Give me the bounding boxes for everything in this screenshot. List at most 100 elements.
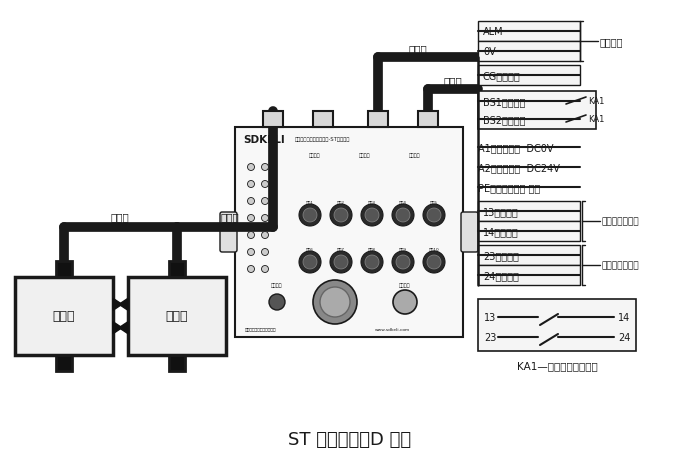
Text: 电源开关: 电源开关 xyxy=(399,283,411,288)
Bar xyxy=(235,128,463,337)
Text: PE（黄维色）： 接地: PE（黄维色）： 接地 xyxy=(478,183,540,193)
Polygon shape xyxy=(119,322,128,334)
Bar xyxy=(56,355,72,371)
Polygon shape xyxy=(113,322,122,334)
Text: 23: 23 xyxy=(484,332,496,342)
Text: KA1: KA1 xyxy=(588,115,604,124)
Circle shape xyxy=(303,208,317,223)
Circle shape xyxy=(248,266,255,273)
Circle shape xyxy=(330,252,352,274)
Circle shape xyxy=(361,205,383,226)
Text: 发射器: 发射器 xyxy=(52,310,76,323)
Circle shape xyxy=(262,215,269,222)
Circle shape xyxy=(262,249,269,256)
FancyBboxPatch shape xyxy=(220,213,237,252)
Text: BS2（棕色）: BS2（棕色） xyxy=(483,115,526,125)
Text: 接快下控制输出: 接快下控制输出 xyxy=(602,217,640,226)
Text: 通卓8: 通卓8 xyxy=(368,246,376,251)
Text: SDKELI: SDKELI xyxy=(243,134,285,145)
Bar xyxy=(418,112,438,128)
Text: BS1（蓝色）: BS1（蓝色） xyxy=(483,97,526,107)
Text: 14（蓝色）: 14（蓝色） xyxy=(483,226,519,236)
Circle shape xyxy=(427,208,441,223)
Text: 接快下控制输出: 接快下控制输出 xyxy=(602,261,640,270)
Text: 通卓9: 通卓9 xyxy=(399,246,407,251)
Circle shape xyxy=(313,280,357,325)
Circle shape xyxy=(248,181,255,188)
Bar xyxy=(15,277,113,355)
Text: 通卓4: 通卓4 xyxy=(399,200,407,203)
Circle shape xyxy=(248,198,255,205)
Text: 通卓10: 通卓10 xyxy=(428,246,440,251)
Text: 13（蓝色）: 13（蓝色） xyxy=(483,207,519,217)
Text: KA1—折弯机慢下继电器: KA1—折弯机慢下继电器 xyxy=(517,360,597,370)
Text: 通卓6: 通卓6 xyxy=(306,246,314,251)
Bar xyxy=(368,112,388,128)
Circle shape xyxy=(303,256,317,269)
Text: 电源线: 电源线 xyxy=(444,76,463,86)
Bar xyxy=(169,355,185,371)
Text: 通卓3: 通卓3 xyxy=(368,200,376,203)
Text: CG（红色）: CG（红色） xyxy=(483,71,521,81)
Circle shape xyxy=(396,256,410,269)
Circle shape xyxy=(365,208,379,223)
Text: 输出状态: 输出状态 xyxy=(410,153,421,158)
Text: 14: 14 xyxy=(618,312,630,322)
Text: 折弯机光幕安全保护装置-ST型控制器: 折弯机光幕安全保护装置-ST型控制器 xyxy=(295,137,351,142)
Text: 山东新力光电技术有限公司: 山东新力光电技术有限公司 xyxy=(245,327,276,331)
Text: KA1: KA1 xyxy=(588,97,604,106)
Circle shape xyxy=(248,215,255,222)
Circle shape xyxy=(423,252,445,274)
Bar xyxy=(478,22,580,42)
Text: 传输线: 传输线 xyxy=(220,212,239,222)
Text: 24: 24 xyxy=(618,332,631,342)
Circle shape xyxy=(262,164,269,171)
Text: 传输线: 传输线 xyxy=(111,212,130,222)
Text: 接报警器: 接报警器 xyxy=(600,37,624,47)
Bar xyxy=(478,299,636,351)
Bar xyxy=(313,112,333,128)
Polygon shape xyxy=(113,299,122,311)
Bar xyxy=(169,262,185,277)
Text: 13: 13 xyxy=(484,312,496,322)
Bar xyxy=(478,246,580,265)
Text: 通卓1: 通卓1 xyxy=(306,200,314,203)
Text: A2（红色）：  DC24V: A2（红色）： DC24V xyxy=(478,162,560,173)
Text: 通卓7: 通卓7 xyxy=(337,246,345,251)
Text: 接收器: 接收器 xyxy=(166,310,188,323)
Circle shape xyxy=(248,232,255,239)
Text: ST 型控制器（D 型）: ST 型控制器（D 型） xyxy=(288,430,412,448)
Circle shape xyxy=(396,208,410,223)
Circle shape xyxy=(248,249,255,256)
Circle shape xyxy=(392,252,414,274)
Polygon shape xyxy=(119,299,128,311)
Circle shape xyxy=(299,252,321,274)
Text: 信号线: 信号线 xyxy=(409,44,428,54)
Bar xyxy=(128,277,226,355)
Circle shape xyxy=(365,256,379,269)
Text: A1（白色）：  DC0V: A1（白色）： DC0V xyxy=(478,143,554,153)
Bar xyxy=(478,222,580,241)
Text: 遮挡频率: 遮挡频率 xyxy=(329,283,341,288)
Text: 亮度调节: 亮度调节 xyxy=(271,283,283,288)
Circle shape xyxy=(320,287,350,317)
Circle shape xyxy=(262,181,269,188)
Text: www.sdkeli.com: www.sdkeli.com xyxy=(375,327,410,331)
Text: ALM: ALM xyxy=(483,27,503,37)
Circle shape xyxy=(423,205,445,226)
Circle shape xyxy=(330,205,352,226)
Text: 光幕状态: 光幕状态 xyxy=(309,153,321,158)
Circle shape xyxy=(269,294,285,310)
Circle shape xyxy=(334,208,348,223)
Bar xyxy=(478,265,580,285)
Circle shape xyxy=(262,266,269,273)
Bar xyxy=(478,202,580,222)
Text: 24（棕色）: 24（棕色） xyxy=(483,270,519,280)
Bar xyxy=(263,112,283,128)
Bar xyxy=(56,262,72,277)
Circle shape xyxy=(248,164,255,171)
Text: 0V: 0V xyxy=(483,47,496,57)
Circle shape xyxy=(393,291,417,314)
Circle shape xyxy=(262,232,269,239)
Circle shape xyxy=(262,198,269,205)
